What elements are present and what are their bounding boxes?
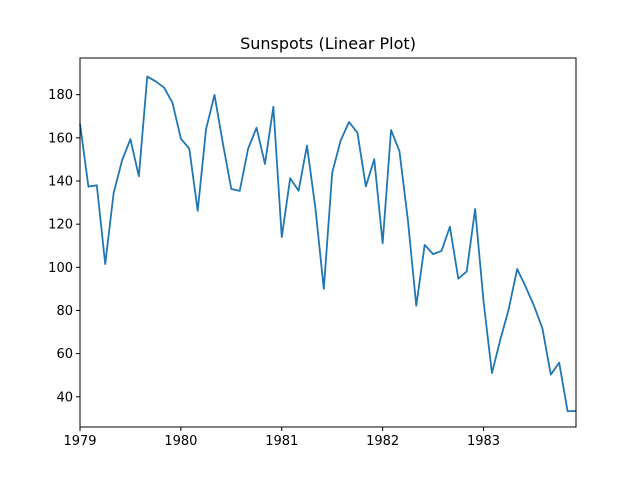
y-tick-label: 40 <box>56 390 73 405</box>
series-group <box>79 75 577 413</box>
plot-area-frame <box>79 57 577 428</box>
x-tick-label: 1980 <box>164 434 197 449</box>
chart-title: Sunspots (Linear Plot) <box>240 34 416 53</box>
x-tick-label: 1981 <box>265 434 298 449</box>
y-tick-label: 160 <box>48 131 73 146</box>
y-tick-label: 80 <box>56 304 73 319</box>
x-tick-label: 1982 <box>366 434 399 449</box>
x-tick-label: 1983 <box>467 434 500 449</box>
y-tick-label: 60 <box>56 347 73 362</box>
x-axis: 1979 1980 1981 1982 1983 <box>63 427 500 449</box>
sunspots-series-line <box>79 75 577 413</box>
y-axis: 40 60 80 100 120 140 160 180 <box>48 88 80 405</box>
x-tick-label: 1979 <box>63 434 96 449</box>
y-tick-label: 180 <box>48 88 73 103</box>
y-tick-label: 140 <box>48 175 73 190</box>
y-tick-label: 120 <box>48 218 73 233</box>
y-tick-label: 100 <box>48 261 73 276</box>
